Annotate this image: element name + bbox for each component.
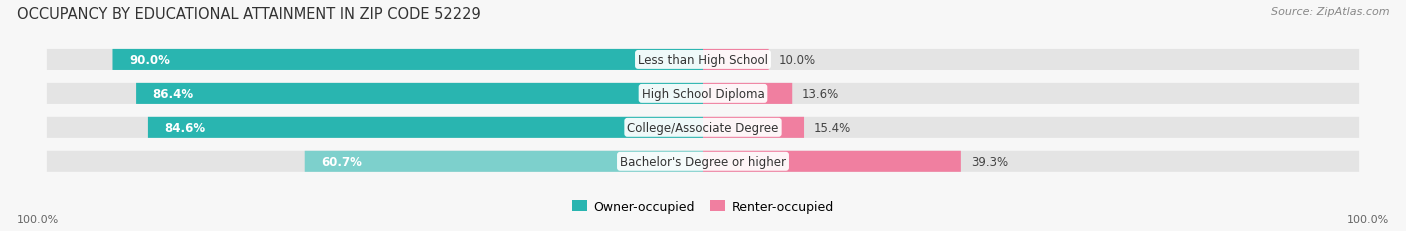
Text: 10.0%: 10.0% (779, 54, 815, 67)
FancyBboxPatch shape (46, 117, 1360, 138)
Legend: Owner-occupied, Renter-occupied: Owner-occupied, Renter-occupied (572, 200, 834, 213)
FancyBboxPatch shape (703, 117, 804, 138)
Text: 90.0%: 90.0% (129, 54, 170, 67)
Text: 84.6%: 84.6% (165, 121, 205, 134)
Text: High School Diploma: High School Diploma (641, 88, 765, 100)
Text: College/Associate Degree: College/Associate Degree (627, 121, 779, 134)
Text: 100.0%: 100.0% (1347, 214, 1389, 224)
Text: 100.0%: 100.0% (17, 214, 59, 224)
FancyBboxPatch shape (148, 117, 703, 138)
FancyBboxPatch shape (46, 83, 1360, 104)
Text: 13.6%: 13.6% (801, 88, 839, 100)
FancyBboxPatch shape (112, 50, 703, 71)
FancyBboxPatch shape (46, 151, 1360, 172)
Text: OCCUPANCY BY EDUCATIONAL ATTAINMENT IN ZIP CODE 52229: OCCUPANCY BY EDUCATIONAL ATTAINMENT IN Z… (17, 7, 481, 22)
Text: 15.4%: 15.4% (814, 121, 851, 134)
Text: 39.3%: 39.3% (970, 155, 1008, 168)
Text: Source: ZipAtlas.com: Source: ZipAtlas.com (1271, 7, 1389, 17)
FancyBboxPatch shape (703, 83, 792, 104)
Text: Less than High School: Less than High School (638, 54, 768, 67)
FancyBboxPatch shape (305, 151, 703, 172)
Text: Bachelor's Degree or higher: Bachelor's Degree or higher (620, 155, 786, 168)
Text: 60.7%: 60.7% (321, 155, 361, 168)
Text: 86.4%: 86.4% (152, 88, 194, 100)
FancyBboxPatch shape (136, 83, 703, 104)
FancyBboxPatch shape (46, 50, 1360, 71)
FancyBboxPatch shape (703, 151, 960, 172)
FancyBboxPatch shape (703, 50, 769, 71)
